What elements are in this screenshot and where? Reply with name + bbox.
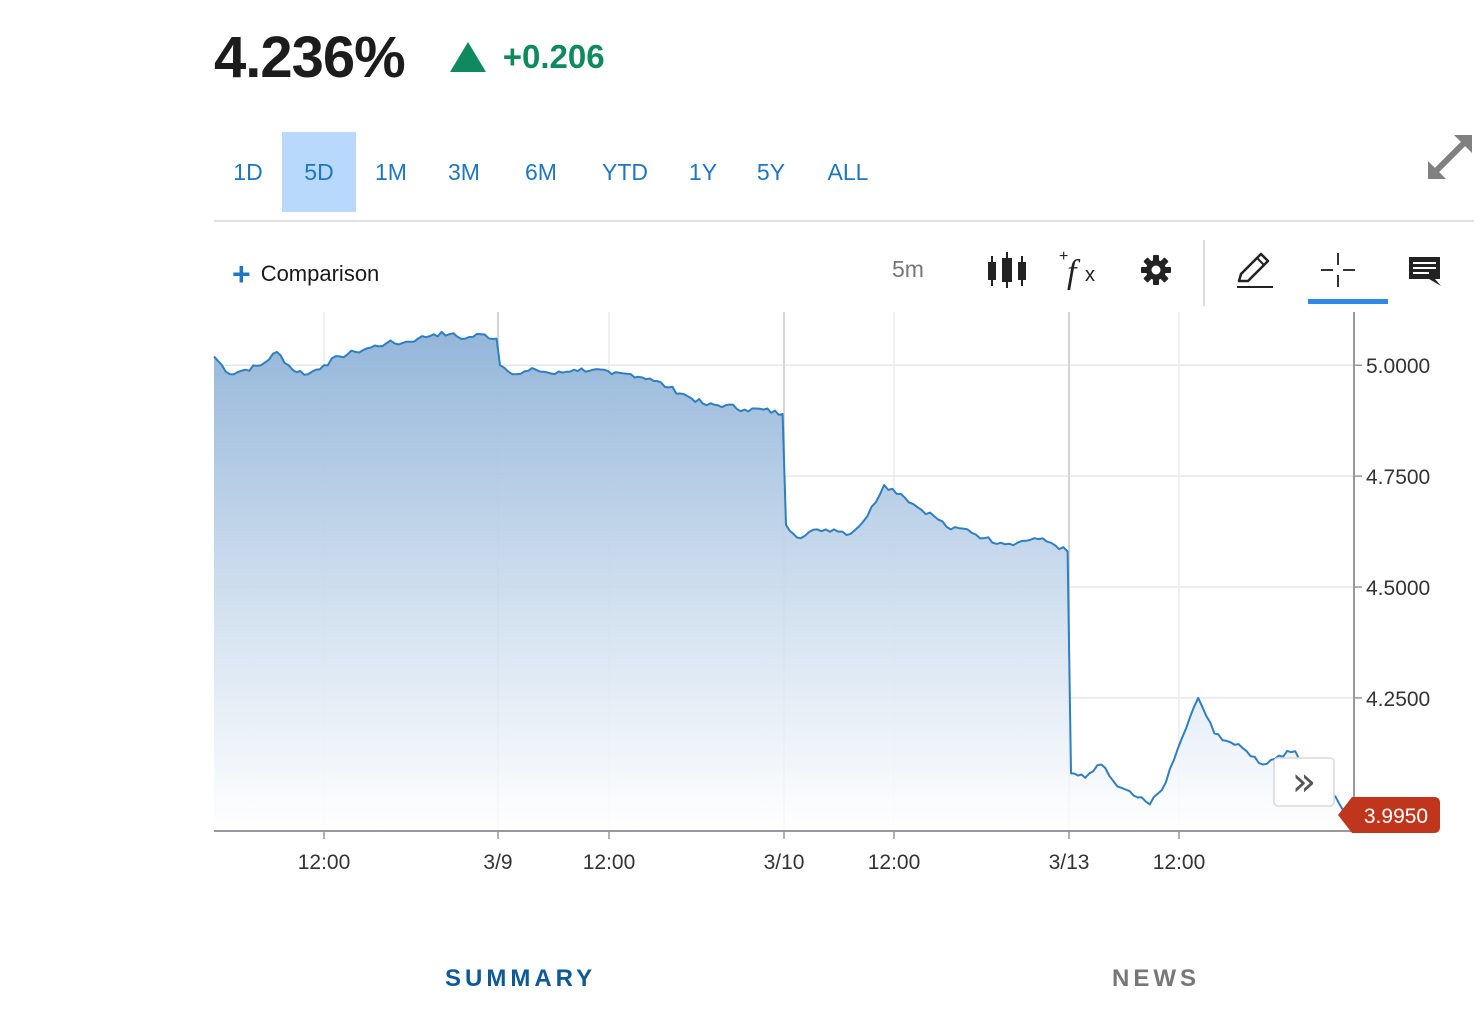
range-3m[interactable]: 3M — [448, 158, 480, 185]
double-chevron-right-icon[interactable]: » — [1292, 759, 1316, 805]
series-area — [214, 331, 1344, 831]
price-chart[interactable]: 5.0000 4.7500 4.5000 4.2500 12:00 3/9 12:00 3/1… — [0, 310, 1484, 890]
tab-summary[interactable]: SUMMARY — [445, 965, 597, 992]
gear-icon — [1141, 255, 1171, 285]
header-divider — [214, 220, 1474, 222]
range-1y[interactable]: 1Y — [688, 158, 718, 185]
range-1m[interactable]: 1M — [375, 158, 407, 185]
range-5d[interactable]: 5D — [282, 132, 356, 212]
range-all[interactable]: ALL — [827, 158, 869, 185]
range-ytd[interactable]: YTD — [602, 158, 648, 185]
svg-text:f: f — [1067, 254, 1081, 291]
crosshair-icon — [1321, 253, 1355, 287]
candlestick-icon — [988, 252, 1026, 288]
comments-button[interactable] — [1404, 240, 1444, 300]
comparison-button[interactable]: + Comparison — [232, 256, 380, 292]
crosshair-button[interactable] — [1318, 240, 1358, 300]
y-tick-label: 4.5000 — [1366, 577, 1430, 600]
x-tick-label: 12:00 — [868, 851, 921, 874]
tab-news[interactable]: NEWS — [1112, 965, 1200, 992]
expand-icon[interactable] — [1424, 131, 1476, 183]
pencil-icon — [1237, 252, 1273, 288]
series-line — [213, 330, 1345, 812]
crosshair-active-indicator — [1308, 299, 1388, 304]
quote-price: 4.236% — [214, 24, 406, 90]
y-tick-label: 4.2500 — [1366, 688, 1430, 711]
draw-button[interactable] — [1232, 240, 1276, 300]
y-tick-label: 4.7500 — [1366, 466, 1430, 489]
scroll-button-bg[interactable] — [1273, 757, 1335, 807]
range-1d[interactable]: 1D — [233, 158, 263, 185]
svg-text:+: + — [1059, 248, 1068, 265]
interval-selector[interactable]: 5m — [892, 256, 924, 282]
x-tick-label: 12:00 — [1153, 851, 1206, 874]
bottom-tabs: SUMMARY NEWS — [0, 965, 1484, 1005]
studies-button[interactable]: + f x — [1056, 240, 1104, 300]
chart-toolbar: + Comparison 5m + f x — [0, 240, 1484, 310]
last-value-label: 3.9950 — [1364, 805, 1428, 828]
x-tick-label: 3/9 — [483, 851, 512, 874]
quote-change: +0.206 — [449, 38, 605, 76]
function-icon: + f x — [1059, 248, 1095, 291]
y-tick-label: 5.0000 — [1366, 355, 1430, 378]
scroll-latest-button[interactable]: » — [1273, 757, 1335, 807]
toolbar-separator — [1203, 240, 1205, 306]
range-selector: 1D 5D 1M 3M 6M YTD 1Y 5Y ALL — [214, 132, 890, 212]
comment-icon — [1409, 257, 1441, 286]
x-tick-label: 12:00 — [583, 851, 636, 874]
x-tick-label: 12:00 — [298, 851, 351, 874]
range-5y[interactable]: 5Y — [756, 158, 786, 185]
svg-text:x: x — [1085, 264, 1095, 286]
comparison-label: Comparison — [260, 261, 380, 286]
quote-change-value: +0.206 — [502, 38, 605, 75]
last-value-badge — [1338, 797, 1440, 834]
settings-button[interactable] — [1138, 240, 1174, 300]
range-6m[interactable]: 6M — [525, 158, 557, 185]
up-triangle-icon — [449, 42, 486, 72]
chart-type-button[interactable] — [984, 240, 1030, 300]
plus-icon: + — [232, 256, 251, 292]
x-tick-label: 3/13 — [1049, 851, 1090, 874]
x-tick-label: 3/10 — [764, 851, 805, 874]
quote-header: 4.236% +0.206 — [214, 22, 605, 92]
